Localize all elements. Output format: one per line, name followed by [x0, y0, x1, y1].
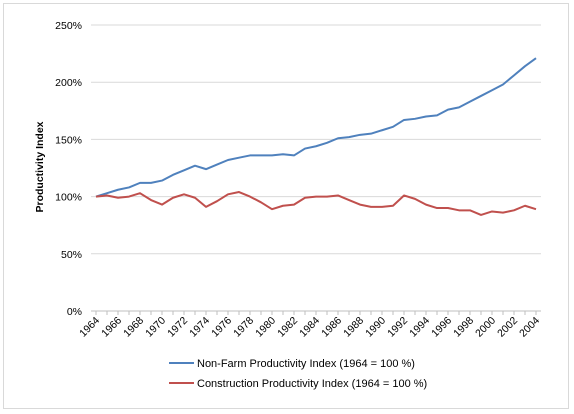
- x-tick-label: 1964: [77, 315, 102, 340]
- y-tick-label: 50%: [61, 249, 82, 261]
- y-tick-label: 150%: [55, 134, 82, 146]
- x-tick-label: 1980: [253, 315, 278, 340]
- x-tick-label: 1970: [143, 315, 168, 340]
- x-tick-label: 1972: [165, 315, 190, 340]
- x-tick-label: 2004: [517, 315, 542, 340]
- x-tick-labels: 1964196619681970197219741976197819801982…: [77, 311, 542, 340]
- series-line-non-farm: [95, 57, 537, 198]
- x-tick-label: 1990: [363, 315, 388, 340]
- x-tick-label: 1976: [209, 315, 234, 340]
- series-lines: [95, 57, 537, 216]
- y-axis-label: Productivity Index: [34, 121, 46, 212]
- x-tick-label: 1988: [341, 315, 366, 340]
- x-tick-label: 1994: [407, 315, 432, 340]
- x-tick-label: 1992: [385, 315, 410, 340]
- x-tick-label: 1966: [99, 315, 124, 340]
- y-tick-label: 0%: [67, 306, 82, 318]
- x-tick-label: 1996: [429, 315, 454, 340]
- y-tick-label: 250%: [55, 20, 82, 32]
- legend-label: Construction Productivity Index (1964 = …: [197, 378, 427, 390]
- legend-label: Non-Farm Productivity Index (1964 = 100 …: [197, 358, 415, 370]
- series-line-construction: [95, 191, 537, 216]
- x-tick-label: 1974: [187, 315, 212, 340]
- x-tick-label: 1982: [275, 315, 300, 340]
- x-tick-label: 2000: [473, 315, 498, 340]
- gridlines: [91, 24, 541, 312]
- x-tick-label: 1984: [297, 315, 322, 340]
- x-tick-label: 1986: [319, 315, 344, 340]
- x-tick-label: 1968: [121, 315, 146, 340]
- x-tick-label: 2002: [495, 315, 520, 340]
- y-tick-labels: 0% 50% 100% 150% 200% 250%: [55, 20, 82, 318]
- x-tick-label: 1978: [231, 315, 256, 340]
- y-tick-label: 100%: [55, 192, 82, 204]
- x-tick-label: 1998: [451, 315, 476, 340]
- y-tick-label: 200%: [55, 77, 82, 89]
- legend: Non-Farm Productivity Index (1964 = 100 …: [169, 358, 427, 390]
